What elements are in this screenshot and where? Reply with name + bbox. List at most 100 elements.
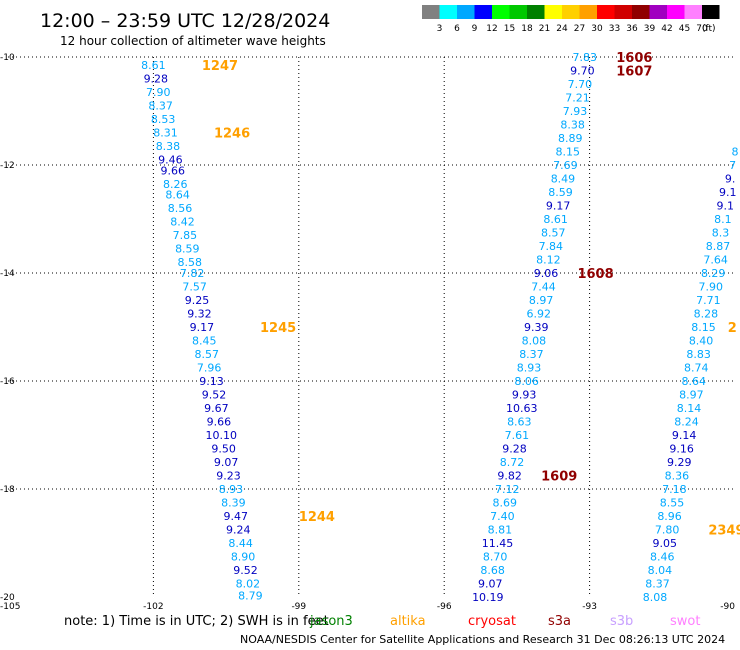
legend-label: 12: [486, 24, 497, 34]
satellite-legend-item: jason3: [309, 614, 353, 629]
swh-value: 9.52: [233, 564, 258, 577]
legend-swatch: [702, 5, 720, 19]
swh-value: 8.87: [706, 240, 731, 253]
swh-value: 8.79: [238, 589, 263, 602]
swh-value: 8.1: [714, 213, 732, 226]
swh-value: 8.64: [682, 375, 707, 388]
satellite-legend-item: altika: [390, 614, 426, 629]
swh-value: 8.96: [657, 510, 682, 523]
swh-value: 8.83: [686, 348, 711, 361]
swh-value: 9.32: [187, 308, 212, 321]
y-tick-label: -16: [0, 377, 15, 387]
swh-value: 9.17: [190, 321, 215, 334]
swh-value: 9.66: [161, 164, 186, 177]
swh-value: 8.37: [148, 100, 173, 113]
note-text: note: 1) Time is in UTC; 2) SWH is in fe…: [64, 614, 329, 629]
y-tick-label: -14: [0, 269, 15, 279]
swh-value: 8.14: [677, 402, 702, 415]
pass-time-label: 1608: [577, 267, 613, 282]
swh-value: 7.71: [696, 294, 721, 307]
legend-swatch: [544, 5, 562, 19]
legend-label: 27: [574, 24, 585, 34]
swh-value: 8.68: [480, 564, 505, 577]
swh-value: 8.04: [648, 564, 673, 577]
swh-value: 7.90: [699, 281, 724, 294]
swh-value: 7.70: [568, 78, 593, 91]
legend-label: 9: [472, 24, 478, 34]
legend-label: 15: [504, 24, 515, 34]
chart-subtitle: 12 hour collection of altimeter wave hei…: [60, 34, 326, 48]
swh-value: 8.70: [483, 551, 508, 564]
swh-value: 8.40: [689, 335, 714, 348]
pass-time-label: 1607: [616, 65, 652, 80]
swh-value: 8.89: [558, 132, 583, 145]
x-tick-label: -102: [143, 602, 163, 612]
legend-swatch: [422, 5, 440, 19]
swh-value: 8.28: [694, 308, 719, 321]
swh-value: 8.37: [645, 578, 670, 591]
swh-value: 8.93: [219, 483, 244, 496]
swh-value: 7.57: [182, 281, 207, 294]
legend-unit: (ft): [702, 24, 716, 34]
swh-value: 8: [732, 146, 739, 159]
legend-swatch: [614, 5, 632, 19]
swh-value: 9.23: [216, 470, 241, 483]
swh-value: 7.83: [573, 51, 598, 64]
legend-swatch: [509, 5, 527, 19]
swh-value: 9.28: [144, 73, 169, 86]
swh-value: 9.: [725, 173, 736, 186]
swh-value: 9.67: [204, 402, 229, 415]
legend-label: 33: [609, 24, 620, 34]
swh-value: 9.13: [199, 375, 224, 388]
swh-value: 8.59: [548, 186, 573, 199]
swh-value: 8.15: [556, 146, 581, 159]
satellite-tracks: 8.619.287.908.378.538.318.389.469.668.26…: [141, 51, 740, 604]
swh-value: 6.92: [526, 308, 551, 321]
swh-value: 9.16: [669, 443, 694, 456]
swh-value: 7.64: [703, 254, 728, 267]
swh-value: 8.46: [650, 551, 675, 564]
satellite-legend-item: cryosat: [468, 614, 516, 629]
swh-value: 7.61: [505, 429, 530, 442]
swh-value: 9.05: [652, 537, 677, 550]
legend-swatch: [597, 5, 615, 19]
swh-value: 8.61: [543, 213, 568, 226]
swh-value: 8.31: [153, 127, 178, 140]
satellite-legend-item: s3b: [610, 614, 633, 629]
swh-value: 9.50: [211, 443, 236, 456]
swh-value: 8.58: [178, 256, 203, 269]
swh-value: 7.82: [180, 267, 205, 280]
swh-value: 9.39: [524, 321, 549, 334]
swh-value: 8.06: [514, 375, 539, 388]
swh-value: 8.49: [551, 173, 576, 186]
legend-swatch: [649, 5, 667, 19]
swh-value: 7.18: [662, 483, 687, 496]
pass-time-label: 1244: [299, 510, 335, 525]
swh-value: 8.3: [712, 227, 730, 240]
swh-value: 9.46: [158, 154, 183, 167]
swh-value: 8.24: [674, 416, 699, 429]
footer-credit: NOAA/NESDIS Center for Satellite Applica…: [240, 633, 726, 646]
swh-value: 11.45: [482, 537, 514, 550]
legend-label: 39: [644, 24, 656, 34]
legend-swatch: [667, 5, 685, 19]
swh-value: 7.85: [173, 229, 198, 242]
x-tick-label: -105: [0, 602, 20, 612]
swh-value: 9.24: [226, 524, 251, 537]
swh-value: 9.1: [717, 200, 735, 213]
swh-value: 7.40: [490, 510, 515, 523]
legend-label: 42: [661, 24, 672, 34]
swh-value: 8.08: [522, 335, 547, 348]
swh-value: 8.97: [679, 389, 704, 402]
pass-time-label: 2: [728, 321, 737, 336]
swh-value: 9.28: [502, 443, 527, 456]
axis-tick-labels: -105 -102 -99 -96 -93 -90 -10 -12 -14 -16 -18 -20: [0, 53, 735, 612]
swh-value: 8.44: [228, 537, 253, 550]
legend-label: 24: [556, 24, 568, 34]
swh-value: 8.37: [519, 348, 544, 361]
swh-value: 8.55: [660, 497, 685, 510]
satellite-legend-item: swot: [670, 614, 700, 629]
pass-time-label: 1245: [260, 321, 296, 336]
legend-label: 18: [521, 24, 533, 34]
swh-value: 9.25: [185, 294, 210, 307]
